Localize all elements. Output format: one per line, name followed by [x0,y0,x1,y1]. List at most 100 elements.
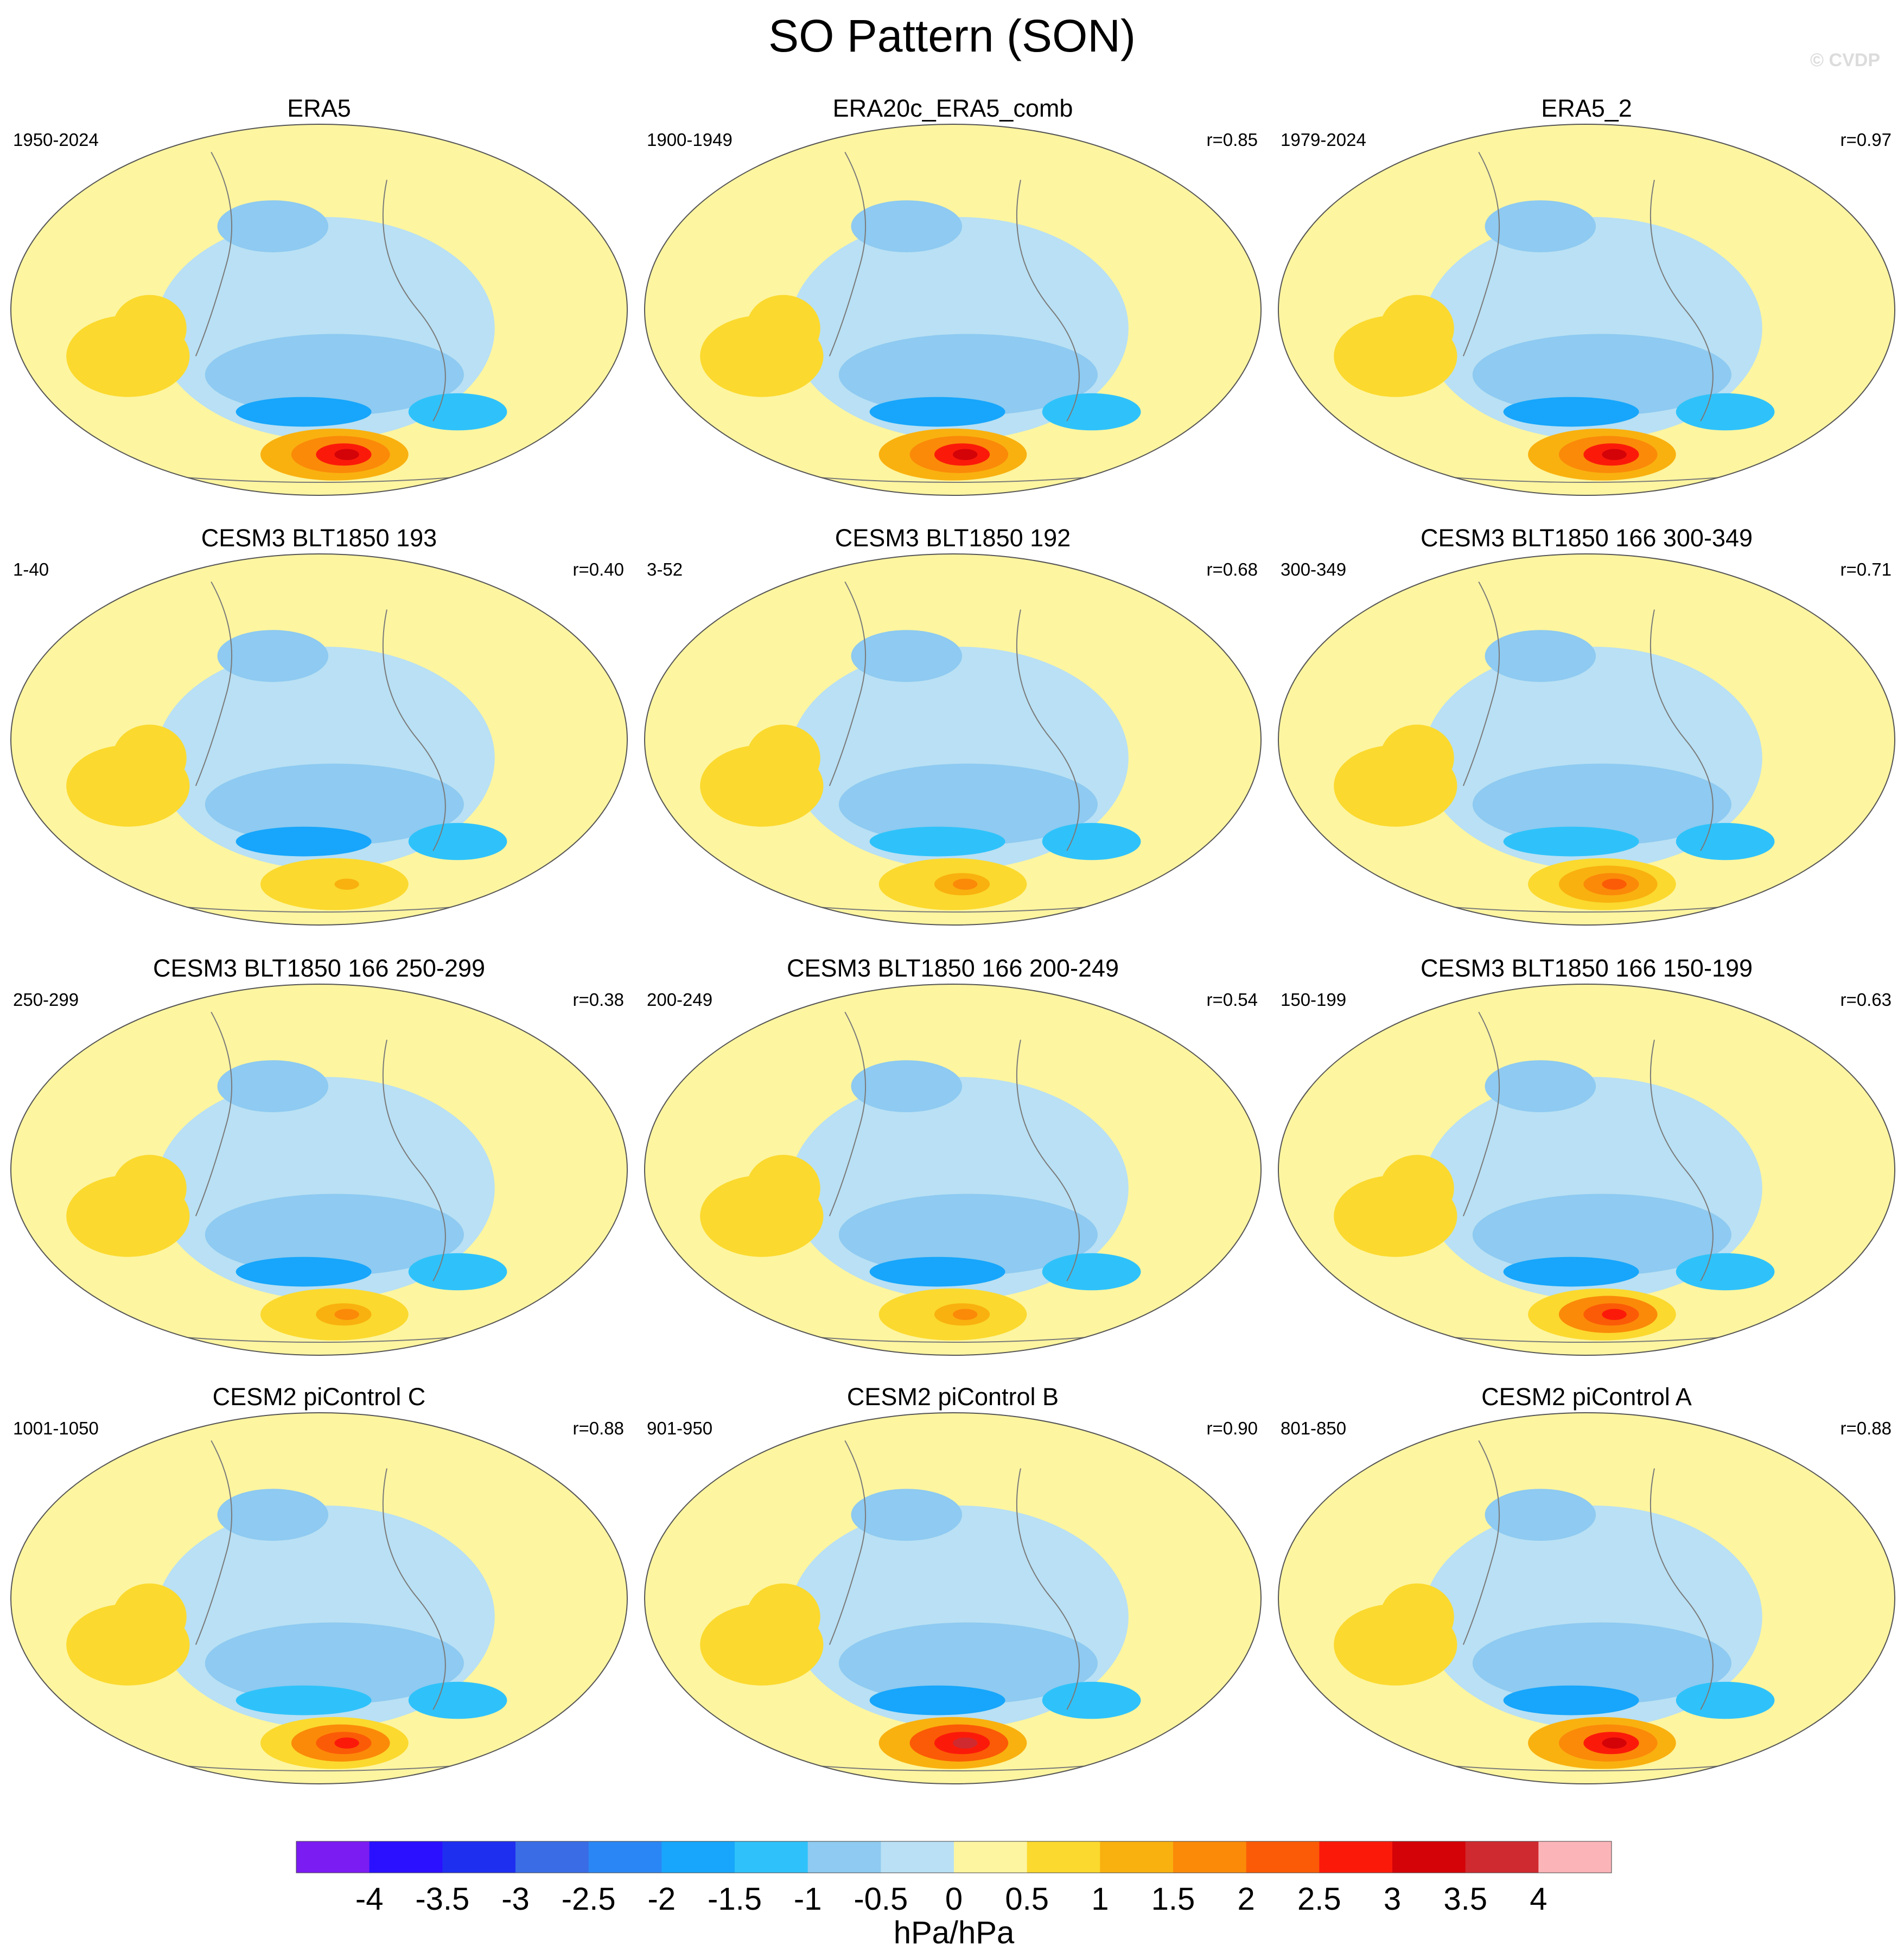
colorbar-tick-label: 3.5 [1443,1882,1487,1917]
field-contour [1503,1685,1639,1715]
field-contour [1472,334,1731,416]
map-panel: CESM3 BLT1850 166 200-249 200-249 r=0.54 [644,954,1262,1356]
field-contour [1676,1253,1775,1291]
field-contour [746,724,820,792]
map-outline [1278,124,1895,496]
panel-period: 150-199 [1281,990,1346,1010]
field-contour [1485,1060,1596,1112]
field-contour [746,1155,820,1222]
colorbar-swatch [442,1841,516,1873]
colorbar-swatch [588,1841,662,1873]
colorbar-frame [296,1841,1612,1873]
field-contour [851,630,963,682]
panel-title: CESM3 BLT1850 166 150-199 [1421,954,1753,982]
colorbar-tick-label: -3.5 [415,1882,469,1917]
panel-correlation: r=0.88 [573,1418,625,1438]
panel-period: 801-850 [1281,1418,1346,1438]
colorbar-swatch [661,1841,735,1873]
map-outline [10,984,628,1356]
coastline [1650,180,1714,422]
panel-period: 200-249 [647,990,712,1010]
map-outline [644,984,1262,1356]
map-outline [644,553,1262,926]
field-contour [334,1309,359,1321]
field-contour [235,397,372,427]
field-contour [851,1060,963,1112]
map-panel: ERA5_2 1979-2024 r=0.97 [1278,94,1895,496]
field-contour [1380,1155,1454,1222]
field-contour [1042,393,1141,431]
map-field [645,124,1261,495]
map-field [1278,124,1895,495]
field-contour [746,1583,820,1650]
panel-correlation: r=0.40 [573,559,625,579]
field-contour [953,1737,978,1749]
colorbar-swatch [515,1841,589,1873]
coastline [1650,1039,1714,1281]
field-contour [1602,1737,1627,1749]
panel-period: 1-40 [13,559,49,579]
map-field [645,984,1261,1355]
field-contour [1380,1583,1454,1650]
coastline [382,1039,446,1281]
field-contour [408,1253,507,1291]
field-contour [838,334,1098,416]
field-contour [112,1155,187,1222]
map-panel: CESM3 BLT1850 192 3-52 r=0.68 [644,524,1262,926]
field-contour [112,724,187,792]
panel-title: CESM2 piControl A [1481,1383,1692,1411]
map-panel: CESM2 piControl A 801-850 r=0.88 [1278,1383,1895,1784]
colorbar-tick-label: -3 [501,1882,530,1917]
map-panel: CESM3 BLT1850 166 150-199 150-199 r=0.63 [1278,954,1895,1356]
colorbar-tick-label: 2.5 [1297,1882,1341,1917]
map-panel: ERA20c_ERA5_comb 1900-1949 r=0.85 [644,94,1262,496]
panel-correlation: r=0.85 [1207,130,1258,150]
map-panel: ERA5 1950-2024 [10,94,628,496]
coastline [195,151,233,356]
field-contour [1503,397,1639,427]
colorbar: -4 -3.5 -3 -2.5 -2 -1.5 -1 -0.5 0 0.5 1 1.5 2 2.5 3 3.5… [296,1841,1612,1950]
map-outline [1278,553,1895,926]
panel-title: ERA5_2 [1541,94,1632,122]
coastline [195,1440,233,1645]
field-contour [1380,295,1454,362]
field-contour [112,295,187,362]
panel-title: CESM3 BLT1850 166 200-249 [787,954,1119,982]
coastline [1016,1039,1080,1281]
field-contour [953,1309,978,1321]
field-contour [869,1257,1005,1287]
field-contour [1042,1253,1141,1291]
map-field [1278,554,1895,925]
field-contour [1602,1309,1627,1321]
colorbar-swatch [369,1841,443,1873]
colorbar-tick-label: 1.5 [1151,1882,1195,1917]
coastline [1462,151,1500,356]
field-contour [1676,822,1775,860]
panel-correlation: r=0.97 [1841,130,1892,150]
colorbar-swatch [1027,1841,1100,1873]
panel-period: 250-299 [13,990,79,1010]
field-contour [235,1257,372,1287]
field-contour [1472,1622,1731,1704]
panel-title: ERA5 [287,94,351,122]
figure-title: SO Pattern (SON) [768,10,1136,61]
colorbar-tick-label: -1.5 [708,1882,762,1917]
field-contour [1485,200,1596,252]
colorbar-swatch [954,1841,1028,1873]
field-contour [408,822,507,860]
panel-title: CESM3 BLT1850 166 250-299 [153,954,485,982]
map-panel: CESM2 piControl B 901-950 r=0.90 [644,1383,1262,1784]
field-contour [205,1194,464,1275]
panel-period: 1001-1050 [13,1418,99,1438]
map-field [645,554,1261,925]
field-contour [205,763,464,845]
map-field [11,984,627,1355]
coastline [195,1011,233,1216]
field-contour [838,1622,1098,1704]
map-outline [10,553,628,926]
coastline [1462,581,1500,786]
coastline [1016,609,1080,851]
field-contour [838,1194,1098,1275]
colorbar-swatch [1173,1841,1247,1873]
panel-correlation: r=0.88 [1841,1418,1892,1438]
